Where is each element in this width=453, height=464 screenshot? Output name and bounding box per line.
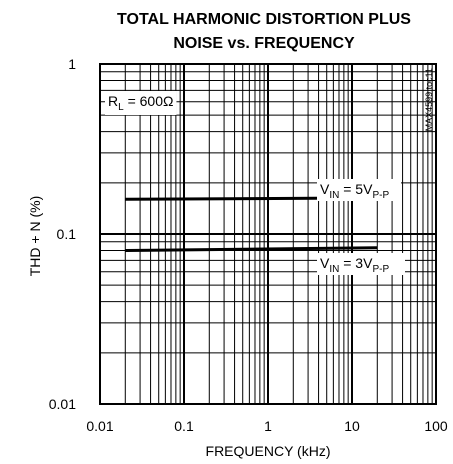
x-tick-label: 0.1 <box>174 418 194 434</box>
series-line <box>125 246 378 252</box>
chart-subtitle: NOISE vs. FREQUENCY <box>173 35 355 52</box>
load-r-main: R <box>108 93 118 109</box>
chart-title: TOTAL HARMONIC DISTORTION PLUS <box>117 11 411 28</box>
y-tick-label: 0.01 <box>49 396 76 412</box>
x-tick-label: 1 <box>264 418 272 434</box>
load-annotation-bg <box>105 91 177 115</box>
tick-labels: 0.01 0.1 1 10 100 0.01 0.1 1 <box>49 56 448 434</box>
load-r-rest: = 600Ω <box>124 93 174 109</box>
series-label-bg <box>317 179 401 201</box>
y-tick-label: 0.1 <box>57 226 77 242</box>
x-tick-label: 10 <box>344 418 360 434</box>
series-label: VIN = 5VP-P <box>320 181 389 201</box>
series-group: VIN = 5VP-P VIN = 3VP-P <box>125 179 405 275</box>
plot-frame <box>99 63 437 405</box>
load-resistance-annotation: RL = 600Ω <box>108 93 173 113</box>
y-axis-label: THD + N (%) <box>27 196 43 277</box>
x-tick-label: 100 <box>424 418 448 434</box>
part-tag: MAX4599 toc11 <box>424 68 434 131</box>
x-axis-label: FREQUENCY (kHz) <box>206 443 331 459</box>
y-tick-label: 1 <box>68 56 76 72</box>
load-r-sub: L <box>118 102 124 113</box>
series-label: VIN = 3VP-P <box>320 255 389 275</box>
x-tick-label: 0.01 <box>86 418 113 434</box>
series-label-bg <box>317 253 405 275</box>
